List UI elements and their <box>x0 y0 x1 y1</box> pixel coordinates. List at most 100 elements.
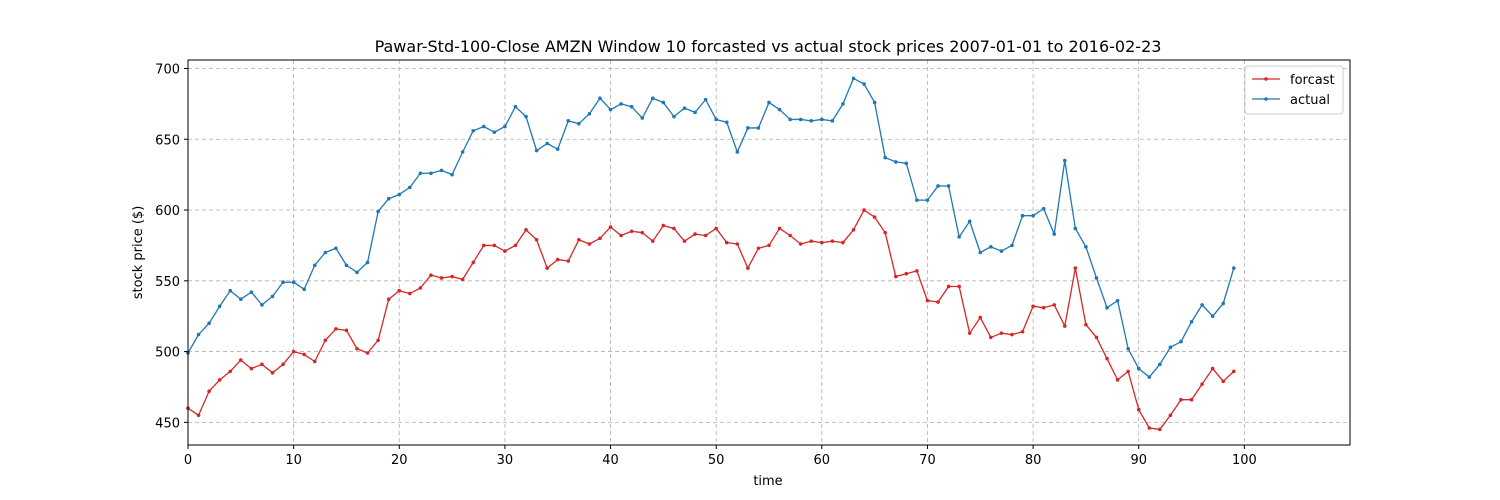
actual-point <box>429 171 433 176</box>
forcast-point <box>598 236 602 241</box>
actual-point <box>397 192 402 197</box>
actual-point <box>1094 276 1099 280</box>
series-layer <box>186 76 1236 432</box>
forcast-point <box>830 239 835 243</box>
actual-point <box>323 250 328 255</box>
forcast-point <box>629 229 634 234</box>
actual-point <box>334 246 338 251</box>
forcast-point <box>915 269 919 273</box>
actual-point <box>1126 346 1130 351</box>
forcast-point <box>376 338 380 343</box>
forcast-point <box>418 286 423 290</box>
actual-point <box>545 141 549 146</box>
forcast-point <box>714 226 718 231</box>
actual-point <box>735 150 740 154</box>
actual-point <box>936 184 940 188</box>
forcast-point <box>260 362 264 367</box>
actual-point <box>566 119 571 123</box>
x-tick-label: 60 <box>814 453 831 468</box>
actual-point <box>439 168 444 173</box>
actual-point <box>577 121 581 126</box>
actual-point <box>862 82 866 86</box>
forcast-point <box>1210 366 1215 371</box>
forcast-point <box>270 371 275 375</box>
y-axis: 450 500 550 600 650 700 <box>155 62 188 431</box>
actual-point <box>1179 339 1183 344</box>
actual-point <box>598 96 602 101</box>
actual-point <box>1158 362 1162 367</box>
forcast-point <box>249 366 254 371</box>
actual-point <box>1147 375 1152 379</box>
forcast-point <box>946 284 951 289</box>
x-tick-label: 40 <box>602 453 619 468</box>
actual-point <box>1105 305 1109 310</box>
forcast-point <box>323 338 328 343</box>
forcast-point <box>883 230 887 235</box>
forcast-point <box>439 276 444 280</box>
actual-point <box>1168 345 1173 350</box>
actual-point <box>967 219 972 224</box>
actual-point <box>809 119 814 123</box>
actual-point <box>756 126 761 130</box>
forcast-point <box>1062 324 1067 328</box>
x-tick-label: 70 <box>919 453 936 468</box>
actual-line <box>187 77 1235 378</box>
actual-point <box>1062 158 1067 163</box>
y-tick-label: 450 <box>155 416 180 431</box>
forcast-point <box>978 315 983 320</box>
forcast-point <box>566 259 571 263</box>
legend-marker-actual <box>1264 97 1268 101</box>
actual-point <box>851 76 856 81</box>
forcast-point <box>355 346 359 351</box>
y-tick-label: 500 <box>155 346 180 361</box>
x-tick-label: 50 <box>708 453 725 468</box>
actual-point <box>587 111 592 116</box>
forcast-point <box>334 327 338 331</box>
forcast-point <box>1147 426 1152 430</box>
actual-point <box>703 97 708 102</box>
forcast-point <box>967 331 972 335</box>
actual-point <box>999 249 1004 253</box>
legend-label-forcast: forcast <box>1290 73 1335 88</box>
forcast-point <box>524 228 528 232</box>
forcast-point <box>555 257 560 262</box>
forcast-point <box>1232 369 1236 374</box>
forcast-point <box>841 240 845 245</box>
x-tick-label: 10 <box>285 453 302 468</box>
forcast-point <box>302 352 307 357</box>
x-tick-label: 20 <box>391 453 408 468</box>
actual-point <box>555 147 560 151</box>
actual-point <box>777 107 782 112</box>
forcast-point <box>291 349 296 354</box>
forcast-point <box>904 271 909 276</box>
actual-point <box>629 104 634 109</box>
actual-point <box>798 117 803 122</box>
forcast-point <box>724 240 729 245</box>
forcast-point <box>577 237 581 242</box>
forcast-point <box>809 239 814 243</box>
x-tick-label: 0 <box>184 453 192 468</box>
actual-point <box>513 104 518 109</box>
forcast-point <box>1136 407 1141 412</box>
forcast-point <box>1105 356 1109 361</box>
actual-point <box>534 148 539 153</box>
forcast-point <box>735 242 740 246</box>
plot-frame <box>187 59 1351 446</box>
forcast-point <box>777 226 782 231</box>
actual-point <box>239 297 243 302</box>
forcast-point <box>862 208 866 212</box>
forcast-point <box>640 230 645 235</box>
actual-point <box>281 280 285 285</box>
forcast-point <box>619 233 623 238</box>
actual-point <box>450 172 454 177</box>
actual-point <box>915 198 919 202</box>
actual-point <box>820 117 824 122</box>
actual-point <box>1136 366 1141 371</box>
forcast-point <box>767 243 771 248</box>
forcast-point <box>936 300 940 304</box>
actual-point <box>1221 301 1226 306</box>
forcast-point <box>1052 303 1057 307</box>
y-tick-label: 550 <box>155 275 180 290</box>
actual-point <box>608 107 613 112</box>
actual-point <box>957 235 961 239</box>
